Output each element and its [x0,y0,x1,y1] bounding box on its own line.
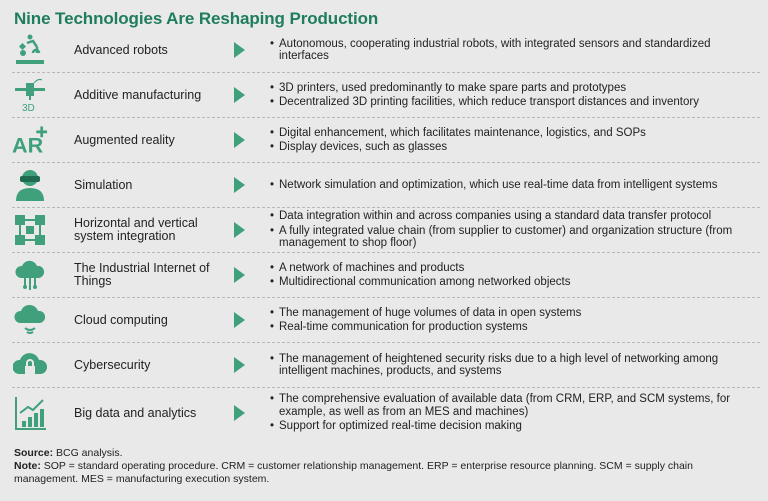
arrow-right-icon [234,132,245,148]
cloud-signal-icon [12,302,48,338]
svg-text:AR: AR [12,133,44,157]
bullet-list: A network of machines and productsMultid… [270,260,570,291]
bullet-item: Network simulation and optimization, whi… [270,179,717,192]
bullet-item: Autonomous, cooperating industrial robot… [270,38,760,63]
technology-label: Additive manufacturing [74,87,202,102]
ar-plus-icon: AR [12,122,48,158]
bullet-item: The comprehensive evaluation of availabl… [270,393,760,418]
bullet-list: Data integration within and across compa… [270,208,760,252]
svg-text:3D: 3D [22,103,35,113]
arrow-right-icon [234,42,245,58]
bullet-list: The comprehensive evaluation of availabl… [270,391,760,435]
bullet-item: Support for optimized real-time decision… [270,420,760,433]
arrow-right-icon [234,405,245,421]
network-blocks-icon [12,212,48,248]
bullet-item: Multidirectional communication among net… [270,276,570,289]
arrow-right-icon [234,87,245,103]
note-label: Note: [14,460,41,472]
cloud-lock-icon [12,347,48,383]
technology-row: The Industrial Internet of Things A netw… [12,253,760,298]
footnotes: Source: BCG analysis. Note: SOP = standa… [14,447,759,486]
bullet-item: 3D printers, used predominantly to make … [270,82,699,95]
technology-row: Cybersecurity The management of heighten… [12,343,760,388]
page-title: Nine Technologies Are Reshaping Producti… [14,9,379,28]
bullet-list: The management of huge volumes of data i… [270,305,581,336]
technology-label: Simulation [74,177,133,192]
source-label: Source: [14,447,54,459]
bullet-list: Network simulation and optimization, whi… [270,177,717,194]
bullet-item: Display devices, such as glasses [270,141,646,154]
bullet-item: A fully integrated value chain (from sup… [270,225,760,250]
arrow-right-icon [234,267,245,283]
technology-label: Big data and analytics [74,405,197,420]
bullet-list: The management of heightened security ri… [270,351,760,380]
arrow-right-icon [234,177,245,193]
arrow-right-icon [234,222,245,238]
bullet-item: The management of heightened security ri… [270,353,760,378]
technology-label: Augmented reality [74,132,175,147]
bullet-item: A network of machines and products [270,262,570,275]
bullet-item: The management of huge volumes of data i… [270,307,581,320]
arrow-right-icon [234,357,245,373]
technology-label: Advanced robots [74,42,168,57]
bullet-list: Autonomous, cooperating industrial robot… [270,36,760,65]
technology-row: 3D Additive manufacturing 3D printers, u… [12,73,760,118]
technology-table: Advanced robots Autonomous, cooperating … [12,28,760,438]
cloud-circuit-icon [12,257,48,293]
technology-row: Horizontal and vertical system integrati… [12,208,760,253]
bullet-item: Real-time communication for production s… [270,321,581,334]
technology-row: Cloud computing The management of huge v… [12,298,760,343]
source-text: BCG analysis. [53,447,123,459]
vr-user-icon [12,167,48,203]
bullet-item: Digital enhancement, which facilitates m… [270,127,646,140]
arrow-right-icon [234,312,245,328]
note-text: SOP = standard operating procedure. CRM … [14,460,693,485]
bar-chart-trend-icon [12,395,48,431]
technology-row: Big data and analytics The comprehensive… [12,388,760,438]
3d-printer-icon: 3D [12,77,48,113]
robot-arm-icon [12,32,48,68]
technology-label: The Industrial Internet of Things [74,261,210,288]
technology-label: Cloud computing [74,312,168,327]
technology-label: Cybersecurity [74,357,151,372]
technology-row: Simulation Network simulation and optimi… [12,163,760,208]
bullet-list: Digital enhancement, which facilitates m… [270,125,646,156]
bullet-item: Data integration within and across compa… [270,210,760,223]
bullet-item: Decentralized 3D printing facilities, wh… [270,96,699,109]
bullet-list: 3D printers, used predominantly to make … [270,80,699,111]
technology-label: Horizontal and vertical system integrati… [74,216,198,243]
technology-row: Advanced robots Autonomous, cooperating … [12,28,760,73]
technology-row: AR Augmented reality Digital enhancement… [12,118,760,163]
